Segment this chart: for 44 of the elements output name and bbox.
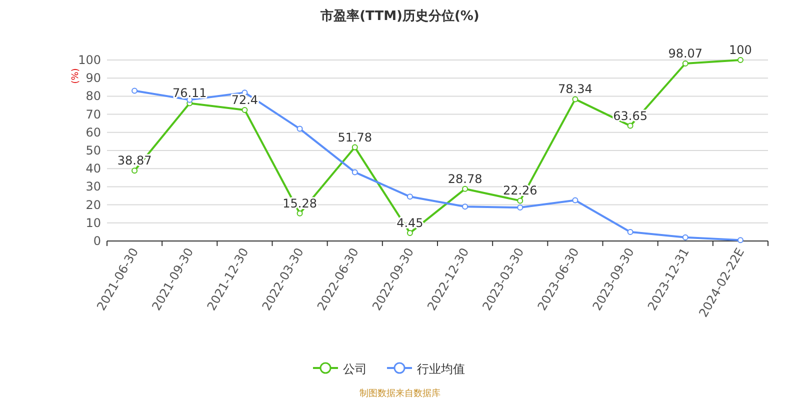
point [132,88,138,94]
y-tick-label: 20 [86,198,101,212]
legend-label: 行业均值 [417,362,465,376]
point [352,144,358,150]
point [627,228,634,235]
point [517,204,524,211]
y-tick-label: 40 [86,162,101,176]
point [682,234,688,240]
data-label: 98.07 [668,46,703,60]
point [406,230,413,236]
point [627,122,634,129]
point [517,198,524,204]
point [242,106,248,113]
y-tick-label: 90 [86,71,101,86]
y-axis-title: (%) [71,68,81,84]
point [572,197,578,204]
legend-label: 公司 [343,362,367,376]
y-tick-label: 60 [86,125,101,140]
data-label: 100 [729,43,752,57]
data-label: 76.11 [172,86,207,100]
point [132,168,138,174]
point [737,57,744,63]
y-tick-label: 70 [86,107,101,122]
y-tick-label: 0 [93,234,101,248]
point [682,60,688,66]
point [296,210,303,216]
text: 制图数据来自数据库 [360,388,440,399]
point [462,186,468,192]
point [572,96,578,102]
data-label: 72.4 [231,92,258,107]
point [352,169,358,176]
data-label: 51.78 [338,130,372,144]
point [296,126,303,132]
data-label: 78.34 [558,82,592,96]
y-tick-label: 30 [86,180,101,194]
y-tick-label: 100 [78,53,101,67]
point [462,204,468,210]
y-tick-label: 50 [86,144,101,158]
point [737,237,744,244]
y-tick-label: 10 [86,216,101,230]
chart-title: 市盈率(TTM)历史分位(%) [320,8,480,24]
data-label: 28.78 [448,172,482,186]
point [406,194,413,200]
y-tick-label: 80 [86,89,101,104]
